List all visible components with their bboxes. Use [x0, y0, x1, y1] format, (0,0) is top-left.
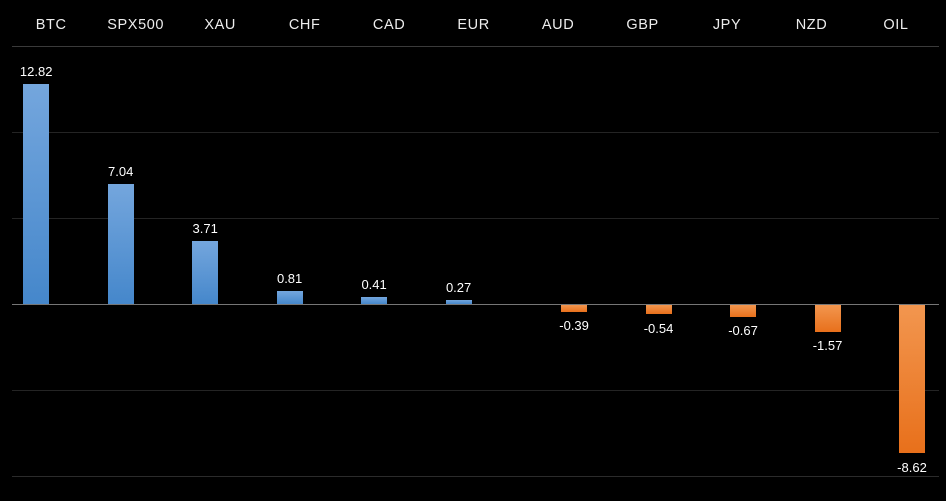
bar-btc	[23, 84, 50, 305]
gridline-10	[12, 132, 939, 134]
category-label-chf: CHF	[288, 17, 321, 33]
category-label-jpy: JPY	[712, 17, 742, 33]
gridline--10	[12, 475, 939, 477]
value-label-cad: 0.41	[361, 277, 387, 293]
value-label-jpy: -0.67	[728, 323, 758, 338]
value-label-btc: 12.82	[19, 64, 53, 80]
value-label-chf: 0.81	[276, 270, 303, 286]
bar-eur	[445, 299, 472, 305]
gridline-15	[12, 46, 939, 48]
bar-chf	[276, 290, 303, 305]
bar-xau	[192, 240, 219, 305]
bar-gbp	[645, 305, 672, 315]
value-label-aud: -0.39	[559, 318, 589, 334]
gridline--5	[12, 389, 939, 391]
category-label-xau: XAU	[204, 17, 236, 33]
gridline-5	[12, 218, 939, 220]
value-label-xau: 3.71	[192, 220, 218, 236]
value-label-oil: -8.62	[897, 459, 927, 475]
bar-nzd	[814, 305, 841, 332]
category-label-btc: BTC	[35, 17, 67, 33]
category-label-eur: EUR	[457, 17, 490, 33]
bar-cad	[361, 297, 388, 305]
category-label-spx500: SPX500	[107, 17, 165, 33]
category-label-oil: OIL	[883, 17, 909, 33]
bar-spx500	[107, 183, 134, 305]
category-label-cad: CAD	[372, 17, 406, 33]
value-label-nzd: -1.57	[812, 338, 843, 354]
bar-jpy	[730, 305, 757, 317]
value-label-gbp: -0.54	[643, 320, 674, 336]
value-label-eur: 0.27	[445, 279, 472, 295]
category-label-gbp: GBP	[626, 17, 659, 33]
zero-axis-line	[12, 304, 939, 305]
value-label-spx500: 7.04	[108, 163, 134, 179]
bar-aud	[561, 305, 588, 312]
category-label-aud: AUD	[541, 17, 575, 33]
category-label-nzd: NZD	[795, 17, 828, 33]
bar-oil	[899, 305, 925, 454]
